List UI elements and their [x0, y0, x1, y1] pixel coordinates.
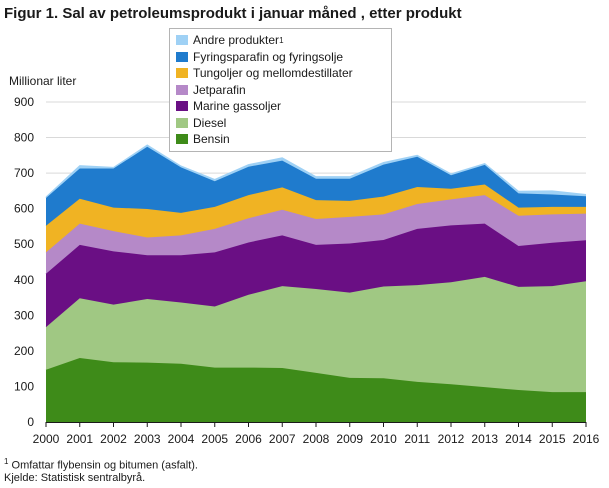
legend-swatch	[176, 51, 188, 62]
x-tick-label-2000: 2000	[33, 432, 60, 446]
legend-item-jetparafin: Jetparafin	[176, 82, 385, 99]
area-edge-andre-produkter	[45, 144, 587, 198]
legend-label: Tungoljer og mellomdestillater	[193, 66, 353, 81]
x-tick-label-2010: 2010	[370, 432, 397, 446]
legend-item-bensin: Bensin	[176, 131, 385, 148]
legend-footnote-marker: 1	[279, 35, 284, 45]
area-series-tungoljer-og-mellomdestillater	[46, 184, 586, 253]
area-series-jetparafin	[46, 195, 586, 274]
footnote-text: Omfattar flybensin og bitumen (asfalt).	[11, 459, 198, 472]
x-tick-label-2006: 2006	[235, 432, 262, 446]
area-series-marine-gassoljer	[46, 223, 586, 328]
x-tick-label-2009: 2009	[336, 432, 363, 446]
y-tick-label-100: 100	[14, 379, 34, 393]
legend-item-tungoljer-og-mellomdestillater: Tungoljer og mellomdestillater	[176, 65, 385, 82]
y-tick-label-800: 800	[14, 131, 34, 145]
x-tick-label-2001: 2001	[66, 432, 93, 446]
figure-title: Figur 1. Sal av petroleumsprodukt i janu…	[4, 5, 462, 22]
x-tick-label-2002: 2002	[100, 432, 127, 446]
x-tick-label-2014: 2014	[505, 432, 532, 446]
x-tick-label-2012: 2012	[438, 432, 465, 446]
legend-item-andre-produkter: Andre produkter 1	[176, 32, 385, 49]
x-tick-label-2008: 2008	[303, 432, 330, 446]
x-tick-label-2015: 2015	[539, 432, 566, 446]
x-tick-label-2003: 2003	[134, 432, 161, 446]
y-tick-label-200: 200	[14, 344, 34, 358]
legend-label: Diesel	[193, 115, 227, 130]
legend-label: Marine gassoljer	[193, 99, 282, 114]
y-tick-label-0: 0	[27, 415, 34, 429]
footnote-marker: 1	[4, 457, 9, 466]
legend-item-fyringsparafin-og-fyringsolje: Fyringsparafin og fyringsolje	[176, 49, 385, 66]
legend-swatch	[176, 117, 188, 128]
legend-label: Andre produkter	[193, 33, 280, 48]
y-tick-label-400: 400	[14, 273, 34, 287]
x-tick-label-2005: 2005	[201, 432, 228, 446]
y-tick-label-500: 500	[14, 237, 34, 251]
x-tick-label-2016: 2016	[573, 432, 600, 446]
legend-label: Bensin	[193, 132, 230, 147]
source-note: Kjelde: Statistisk sentralbyrå.	[4, 472, 146, 484]
legend-swatch	[176, 101, 188, 112]
y-tick-label-300: 300	[14, 308, 34, 322]
x-tick-label-2004: 2004	[168, 432, 195, 446]
legend: Andre produkter 1 Fyringsparafin og fyring…	[169, 28, 392, 152]
area-series-andre-produkter	[46, 145, 586, 198]
legend-swatch	[176, 35, 188, 46]
area-series-bensin	[46, 358, 586, 422]
y-tick-label-700: 700	[14, 166, 34, 180]
y-tick-label-900: 900	[14, 95, 34, 109]
legend-item-marine-gassoljer: Marine gassoljer	[176, 98, 385, 115]
legend-swatch	[176, 84, 188, 95]
x-tick-label-2013: 2013	[471, 432, 498, 446]
y-axis-label: Millionar liter	[9, 74, 77, 88]
legend-swatch	[176, 134, 188, 145]
footnote: 1 Omfattar flybensin og bitumen (asfalt)…	[4, 457, 198, 472]
x-tick-label-2007: 2007	[269, 432, 296, 446]
area-layer	[45, 144, 587, 422]
y-tick-label-600: 600	[14, 202, 34, 216]
legend-label: Fyringsparafin og fyringsolje	[193, 49, 344, 64]
axis-layer: 0 100 200 300 400 500 600 700 800 900 2000 2001 2002…	[14, 95, 600, 446]
legend-label: Jetparafin	[193, 82, 246, 97]
legend-item-diesel: Diesel	[176, 115, 385, 132]
area-series-diesel	[46, 276, 586, 393]
area-series-fyringsparafin-og-fyringsolje	[46, 146, 586, 226]
x-tick-label-2011: 2011	[404, 432, 430, 446]
legend-swatch	[176, 68, 188, 79]
